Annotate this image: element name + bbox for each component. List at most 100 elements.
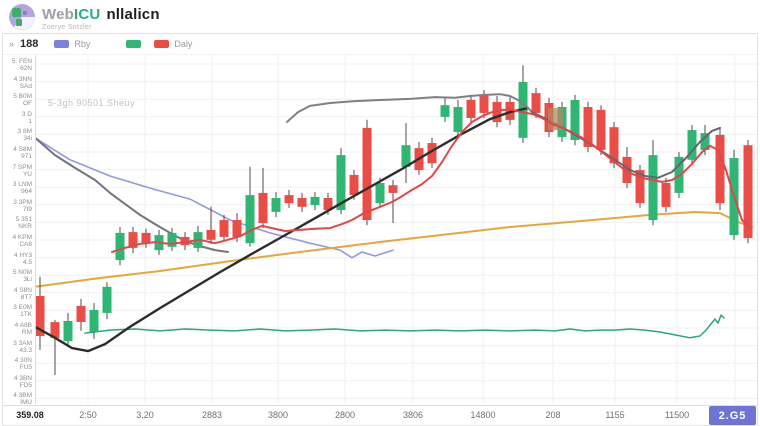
candle[interactable]: [427, 137, 437, 168]
candle-body: [232, 220, 242, 237]
y-axis-label: 4 3BN FD5: [13, 374, 32, 389]
legend-item[interactable]: Daly: [154, 39, 192, 49]
candle-body: [102, 286, 112, 313]
candle-body: [115, 232, 125, 261]
candle-body: [479, 94, 489, 113]
collapse-chevron-icon[interactable]: »: [9, 39, 15, 49]
candle[interactable]: [167, 228, 177, 251]
legend-item-label: Daly: [174, 39, 193, 49]
candle[interactable]: [635, 165, 645, 208]
candle-body: [661, 183, 671, 207]
candle-body: [284, 195, 294, 204]
candle[interactable]: [271, 192, 281, 218]
candle-body: [206, 229, 216, 240]
candle-body: [271, 198, 281, 212]
x-axis-label: 3806: [402, 410, 424, 420]
line-black-trendline: [33, 106, 530, 353]
candle[interactable]: [375, 177, 385, 208]
candle[interactable]: [35, 276, 45, 350]
candle[interactable]: [440, 97, 450, 122]
symbol-label: 188: [20, 38, 39, 50]
chart-card: » 188 Rby Daly 5. FEN 62N 4 3NN SAd 5 B0M OF 3 …: [2, 33, 758, 426]
x-axis-label: 3.20: [136, 410, 154, 420]
candle[interactable]: [648, 140, 658, 226]
candle-body: [128, 232, 138, 248]
x-axis: 2.G5 359.08 2:50 3.20 2883 3800 2800 3806 14800…: [3, 405, 757, 425]
y-axis-label: 5 N0M 3Li: [12, 269, 32, 284]
last-price-badge: 2.G5: [709, 406, 756, 425]
y-axis-label: 3 3AM 43.3: [13, 339, 32, 354]
candle[interactable]: [284, 189, 294, 208]
brand-logo-icon: [9, 4, 35, 30]
title-suffix: nllalicn: [106, 6, 160, 23]
x-axis-label: 2800: [334, 410, 356, 420]
candle-body: [310, 196, 320, 205]
y-axis-label: 3 E0M 1TK: [13, 304, 32, 319]
candle[interactable]: [362, 119, 372, 226]
candle-body: [453, 107, 463, 132]
candle[interactable]: [89, 303, 99, 339]
candle[interactable]: [219, 214, 229, 241]
candle[interactable]: [141, 228, 151, 248]
y-axis-label: 4 30N FU5: [14, 357, 32, 372]
candle-body: [180, 236, 190, 245]
candle[interactable]: [453, 100, 463, 138]
candle[interactable]: [687, 125, 697, 165]
candle[interactable]: [76, 298, 86, 331]
x-axis-label: 11500: [664, 410, 690, 420]
chart-annotation: 5-3gh 90501.Sheuy: [48, 98, 136, 108]
y-axis-label: 3 8M 34i: [17, 128, 32, 143]
candle[interactable]: [715, 127, 725, 211]
candle[interactable]: [297, 192, 307, 212]
candle[interactable]: [102, 282, 112, 320]
candle[interactable]: [50, 319, 60, 375]
candle-body: [63, 321, 73, 342]
candle-body: [609, 127, 619, 164]
candle[interactable]: [570, 94, 580, 146]
candle[interactable]: [258, 167, 268, 229]
brand-name-gray: Web: [42, 6, 74, 23]
y-axis-label: 4 S8M 971: [13, 146, 32, 160]
y-axis-label: 4 3BM IMU: [13, 392, 32, 407]
candle[interactable]: [310, 192, 320, 211]
candle[interactable]: [661, 177, 671, 212]
candle-body: [687, 130, 697, 160]
candle-body: [89, 309, 99, 332]
candle[interactable]: [206, 206, 216, 244]
line-green-indicator: [84, 314, 725, 339]
candle[interactable]: [743, 140, 753, 244]
candle[interactable]: [466, 94, 476, 124]
candle[interactable]: [245, 166, 255, 247]
candle-body: [570, 100, 580, 140]
legend-item-label: Rby: [74, 39, 91, 49]
candle-body: [427, 143, 437, 164]
candle-body: [700, 133, 710, 150]
candle-body: [76, 305, 86, 322]
y-axis-label: 5 B0M OF: [13, 93, 32, 108]
legend-swatch-icon: [154, 40, 170, 48]
x-axis-label: 3800: [267, 410, 289, 420]
x-axis-label: 208: [545, 410, 561, 420]
candlestick-chart[interactable]: [3, 55, 757, 404]
candle[interactable]: [115, 227, 125, 266]
candle[interactable]: [63, 312, 73, 347]
y-axis-label: 5. FEN 62N: [11, 58, 32, 72]
line-red-fast-ma: [111, 108, 751, 253]
candle-body: [466, 100, 476, 118]
candle[interactable]: [401, 123, 411, 183]
candle[interactable]: [128, 227, 138, 254]
candle[interactable]: [193, 225, 203, 252]
candle-body: [349, 174, 359, 196]
line-orange-ma: [34, 211, 753, 288]
candle-body: [245, 195, 255, 244]
candle-body: [635, 170, 645, 204]
y-axis-label: 4 HY3 4.5: [13, 251, 32, 266]
legend-item[interactable]: [126, 40, 146, 48]
header: WebICU nllalicn Zoerye Sntzler: [8, 3, 160, 33]
legend-items: Rby Daly: [54, 39, 192, 49]
brand-name-accent: ICU: [74, 6, 101, 23]
y-axis-label: 4 S8N 8T7: [13, 286, 32, 301]
line-purple-ma: [34, 137, 394, 259]
legend-item[interactable]: Rby: [54, 39, 90, 49]
candle[interactable]: [596, 105, 606, 156]
